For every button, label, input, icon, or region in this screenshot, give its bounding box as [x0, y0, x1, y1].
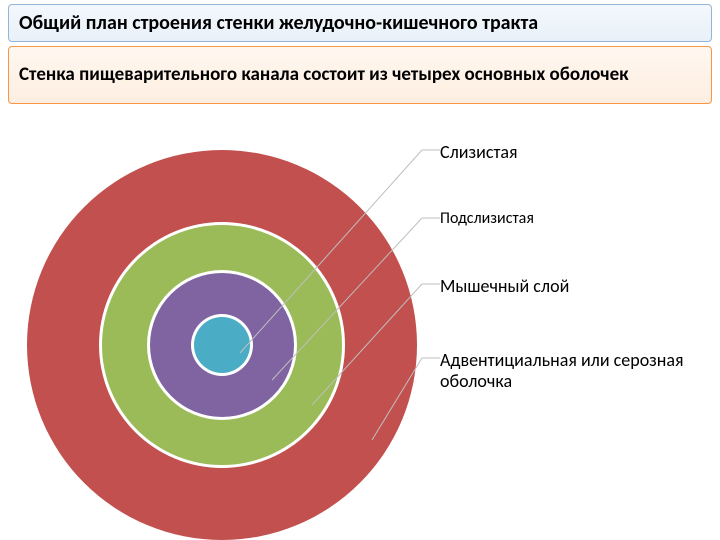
- ring-label-2: Подслизистая: [440, 210, 700, 228]
- subtitle-box: Стенка пищеварительного канала состоит и…: [8, 46, 712, 104]
- ring-label-3: Слизистая: [440, 142, 700, 163]
- page-subtitle: Стенка пищеварительного канала состоит и…: [19, 63, 629, 87]
- ring-3: [194, 317, 250, 373]
- ring-label-1: Мышечный слой: [440, 276, 700, 297]
- title-box: Общий план строения стенки желудочно-киш…: [8, 4, 712, 42]
- ring-label-0: Адвентициальная или серозная оболочка: [440, 350, 700, 391]
- page-title: Общий план строения стенки желудочно-киш…: [19, 11, 538, 35]
- diagram-area: [0, 120, 720, 540]
